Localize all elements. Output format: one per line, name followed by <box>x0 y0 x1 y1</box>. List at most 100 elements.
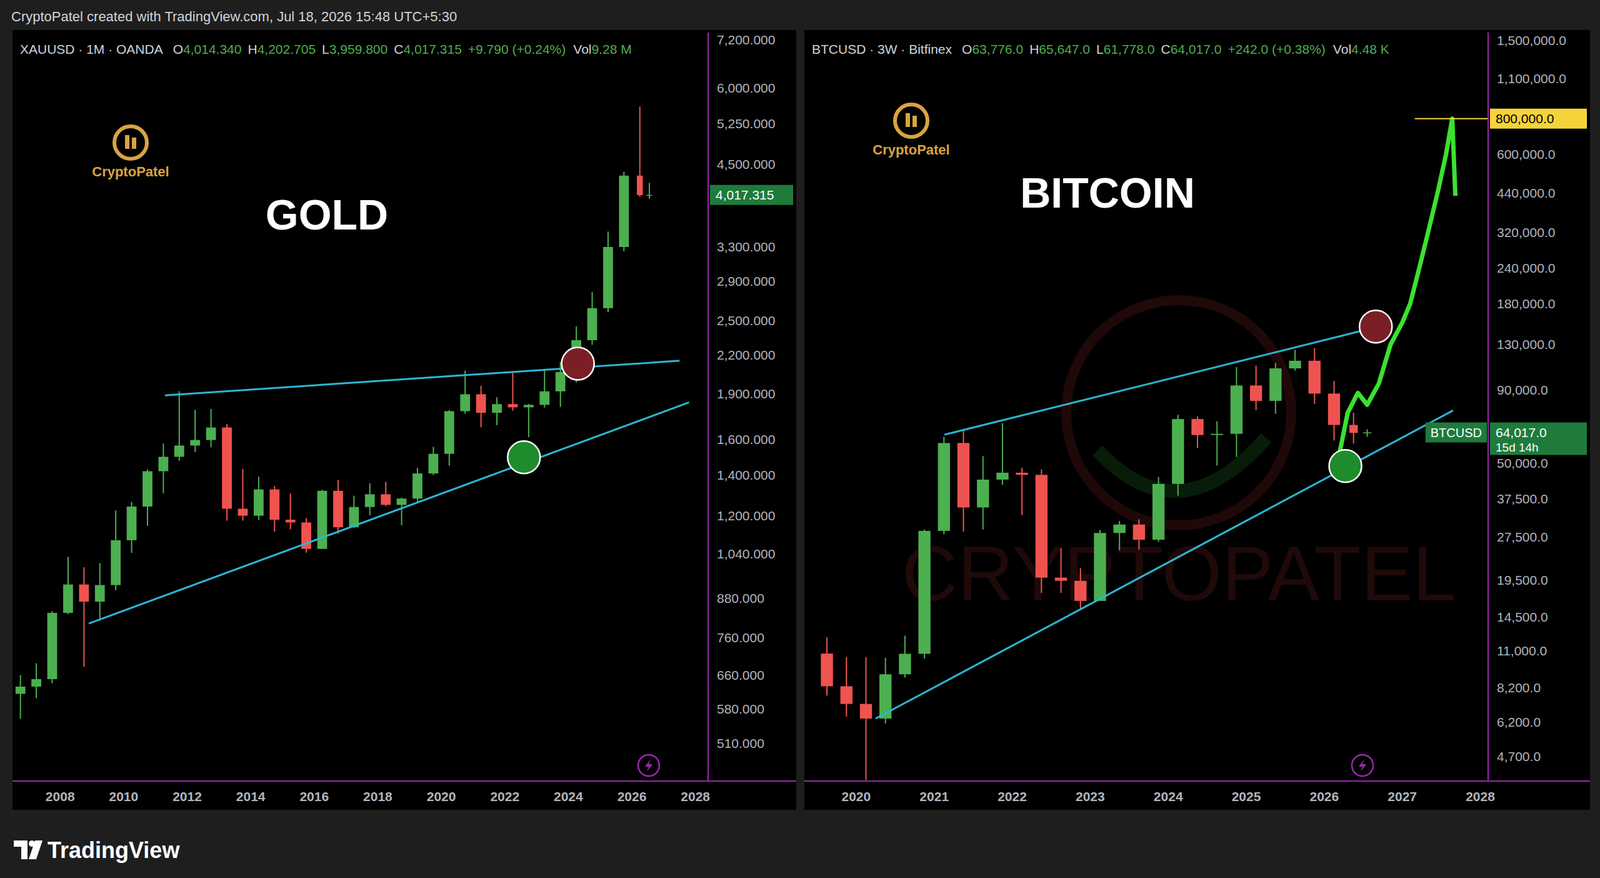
candle-body <box>1349 425 1359 434</box>
watermark-ring <box>1066 300 1292 525</box>
candle-body <box>860 703 872 719</box>
y-tick-label: 3,300.000 <box>716 239 775 254</box>
panel-bg <box>804 30 1590 810</box>
x-tick-label: 2010 <box>109 788 139 804</box>
header-text: Vol <box>573 41 592 57</box>
header-text: XAUUSD · 1M · OANDA <box>20 41 164 57</box>
candle-body <box>1211 433 1224 435</box>
x-tick-label: 2027 <box>1387 788 1417 804</box>
header-text: Vol <box>1333 41 1352 57</box>
candle-body <box>31 678 42 687</box>
candle-body <box>1328 393 1340 425</box>
y-tick-label: 4,700.0 <box>1496 748 1541 764</box>
candle-body <box>1055 577 1067 581</box>
candle-body <box>508 403 519 407</box>
candle-body <box>15 686 26 694</box>
bolt-icon <box>638 754 660 776</box>
y-tick-label: 600,000.0 <box>1496 146 1555 162</box>
candle-body <box>938 442 950 531</box>
header-text: H <box>1029 41 1039 57</box>
logo-bar <box>125 135 130 149</box>
candle-body <box>365 493 375 507</box>
projection-line <box>1340 118 1456 452</box>
candle-body <box>1152 483 1165 540</box>
candle-body <box>1133 524 1145 540</box>
logo-bar <box>131 137 137 149</box>
price-label: 64,017.0 <box>1495 425 1547 440</box>
x-tick-label: 2023 <box>1075 788 1105 804</box>
y-tick-label: 6,200.0 <box>1496 714 1541 729</box>
y-tick-label: 580.000 <box>716 701 765 716</box>
bolt-ring <box>638 754 660 776</box>
marker-circle <box>561 346 595 380</box>
candle-body <box>158 456 169 472</box>
y-tick-label: 50,000.0 <box>1496 455 1549 470</box>
logo-ring <box>114 126 147 159</box>
countdown: 15d 14h <box>1495 440 1539 454</box>
candle-wick <box>865 656 867 780</box>
y-tick-label: 1,900.000 <box>716 386 775 401</box>
candle-body <box>269 489 280 520</box>
x-tick-label: 2024 <box>553 788 584 804</box>
logo: CryptoPatel <box>91 126 169 180</box>
price-label: 4,017.315 <box>715 187 774 202</box>
candle-body <box>78 584 89 602</box>
candle-body <box>95 585 105 602</box>
header-text: L <box>1096 41 1104 57</box>
candle-body <box>253 489 264 516</box>
footer-logo <box>13 840 43 859</box>
candle-body <box>238 508 249 515</box>
level-label: 800,000.0 <box>1495 111 1554 126</box>
y-tick-label: 180,000.0 <box>1496 296 1555 311</box>
price-label-box <box>1490 422 1587 455</box>
candle-body <box>523 404 534 407</box>
x-tick-label: 2020 <box>426 788 457 804</box>
candle-body <box>110 540 121 585</box>
axis-line <box>804 780 1590 782</box>
y-tick-label: 2,500.000 <box>716 313 775 328</box>
x-tick-label: 2022 <box>490 788 520 804</box>
candle-wick <box>1060 548 1062 593</box>
x-tick-label: 2012 <box>172 788 202 804</box>
header-text: +9.790 (+0.24%) <box>468 41 566 57</box>
y-tick-label: 880.000 <box>716 590 765 605</box>
candle-body <box>126 506 137 540</box>
logo-ring <box>895 104 928 137</box>
bolt <box>645 758 653 772</box>
y-tick-label: 90,000.0 <box>1496 382 1549 397</box>
header-text: 4,017.315 <box>403 41 462 57</box>
marker-circle <box>507 440 540 474</box>
candle-wick <box>194 409 196 452</box>
x-tick-label: 2024 <box>1153 788 1184 804</box>
panel-title: BITCOIN <box>1020 168 1195 217</box>
candle-body <box>317 490 328 549</box>
logo-text: CryptoPatel <box>872 141 950 158</box>
header-text: O <box>961 41 972 57</box>
canvas: CryptoPatel created with TradingView.com… <box>0 0 1600 878</box>
marks <box>15 106 690 719</box>
x-tick-label: 2014 <box>236 788 266 804</box>
y-tick-label: 440,000.0 <box>1496 185 1555 200</box>
candle-body <box>1269 368 1282 401</box>
candle-body <box>428 453 439 474</box>
x-tick-label: 2028 <box>1465 788 1495 804</box>
candle-body <box>646 195 652 197</box>
marker-circle <box>1359 310 1392 343</box>
header-text: BTCUSD · 3W · Bitfinex <box>811 41 953 57</box>
y-tick-label: 320,000.0 <box>1496 225 1555 240</box>
trend-line <box>88 401 690 624</box>
trend-line <box>875 410 1454 719</box>
candle-body <box>1288 360 1301 369</box>
candle-body <box>1015 472 1028 475</box>
header-text: 4.48 K <box>1351 41 1390 57</box>
axis-line <box>1487 32 1489 781</box>
candle-wick <box>528 403 530 437</box>
x-tick-label: 2020 <box>841 788 872 804</box>
marks <box>820 118 1489 780</box>
background <box>0 0 1600 878</box>
watermark-text: CRYPTOPATEL <box>901 530 1457 617</box>
y-tick-label: 7,200.000 <box>716 32 775 47</box>
header-text: 65,647.0 <box>1038 41 1090 57</box>
x-tick-label: 2026 <box>1310 788 1340 804</box>
y-tick-label: 660.000 <box>716 667 765 682</box>
